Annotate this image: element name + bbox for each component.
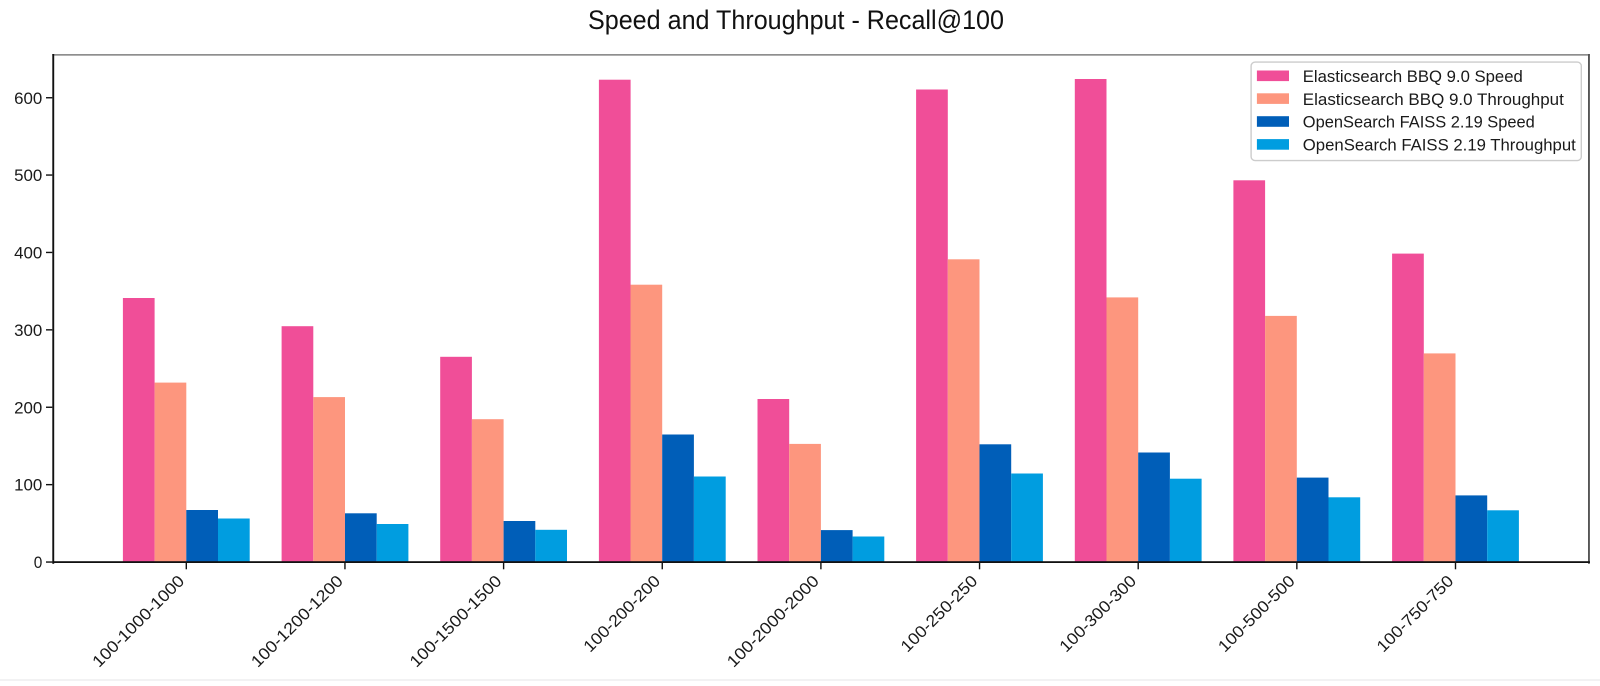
svg-text:600: 600 (14, 89, 42, 108)
svg-text:100: 100 (14, 476, 42, 495)
svg-text:200: 200 (14, 398, 42, 417)
svg-text:Speed and Throughput - Recall@: Speed and Throughput - Recall@100 (588, 5, 1004, 35)
svg-text:OpenSearch FAISS 2.19 Speed: OpenSearch FAISS 2.19 Speed (1303, 113, 1535, 132)
svg-text:Elasticsearch BBQ 9.0 Speed: Elasticsearch BBQ 9.0 Speed (1303, 67, 1523, 86)
svg-text:OpenSearch FAISS 2.19 Throughp: OpenSearch FAISS 2.19 Throughput (1303, 136, 1576, 155)
svg-text:500: 500 (14, 166, 42, 185)
svg-text:Elasticsearch BBQ 9.0 Throughp: Elasticsearch BBQ 9.0 Throughput (1303, 90, 1564, 109)
svg-text:0: 0 (34, 553, 43, 572)
svg-text:300: 300 (14, 321, 42, 340)
svg-text:400: 400 (14, 244, 42, 263)
